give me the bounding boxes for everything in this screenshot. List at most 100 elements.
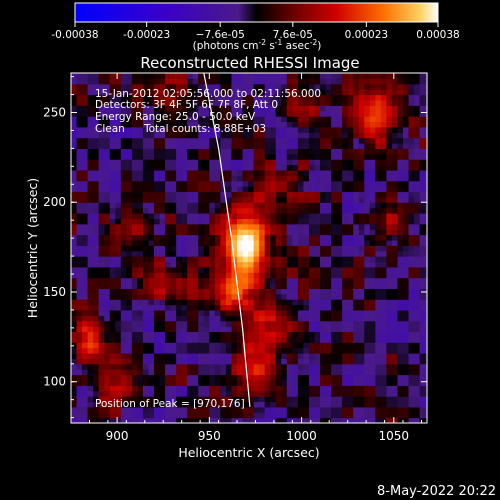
heatmap-cell bbox=[259, 83, 266, 90]
heatmap-cell bbox=[142, 186, 150, 193]
heatmap-cell bbox=[109, 110, 116, 117]
heatmap-cell bbox=[281, 234, 288, 241]
heatmap-cell bbox=[270, 299, 277, 306]
heatmap-cell bbox=[364, 218, 371, 225]
heatmap-cell bbox=[192, 299, 199, 306]
heatmap-cell bbox=[104, 369, 111, 376]
heatmap-cell bbox=[82, 320, 89, 327]
heatmap-cell bbox=[225, 412, 233, 419]
heatmap-cell bbox=[281, 369, 288, 376]
heatmap-cell bbox=[87, 283, 94, 289]
heatmap-cell bbox=[203, 110, 210, 117]
heatmap-cell bbox=[331, 293, 338, 300]
heatmap-cell bbox=[380, 261, 388, 268]
heatmap-cell bbox=[137, 148, 144, 155]
heatmap-cell bbox=[286, 266, 293, 273]
heatmap-cell bbox=[380, 309, 388, 316]
heatmap-cell bbox=[142, 116, 150, 123]
heatmap-cell bbox=[142, 272, 150, 279]
heatmap-cell bbox=[225, 385, 233, 392]
heatmap-cell bbox=[419, 326, 426, 333]
heatmap-cell bbox=[391, 390, 399, 397]
heatmap-cell bbox=[303, 110, 310, 117]
heatmap-cell bbox=[303, 78, 310, 85]
heatmap-cell bbox=[198, 153, 205, 160]
heatmap-cell bbox=[154, 320, 161, 327]
heatmap-cell bbox=[131, 363, 139, 370]
heatmap-cell bbox=[98, 336, 105, 343]
heatmap-cell bbox=[264, 315, 271, 322]
heatmap-cell bbox=[192, 293, 199, 300]
heatmap-cell bbox=[154, 110, 161, 117]
heatmap-cell bbox=[259, 223, 266, 230]
heatmap-cell bbox=[248, 99, 255, 106]
heatmap-cell bbox=[275, 283, 282, 289]
colorbar-tick-label: -0.00038 bbox=[51, 29, 98, 41]
heatmap-cell bbox=[369, 266, 376, 273]
heatmap-cell bbox=[131, 180, 139, 187]
heatmap-cell bbox=[192, 401, 199, 408]
heatmap-cell bbox=[286, 309, 293, 316]
heatmap-cell bbox=[82, 390, 89, 397]
heatmap-cell bbox=[225, 223, 233, 230]
heatmap-cell bbox=[308, 186, 316, 193]
heatmap-cell bbox=[320, 229, 327, 236]
heatmap-cell bbox=[314, 245, 321, 252]
heatmap-cell bbox=[403, 153, 410, 160]
heatmap-cell bbox=[82, 256, 89, 263]
heatmap-cell bbox=[358, 412, 365, 419]
heatmap-cell bbox=[253, 213, 260, 219]
heatmap-cell bbox=[142, 105, 150, 112]
heatmap-cell bbox=[82, 363, 89, 370]
heatmap-cell bbox=[71, 385, 78, 392]
heatmap-cell bbox=[187, 213, 194, 219]
heatmap-cell bbox=[375, 196, 382, 203]
heatmap-cell bbox=[292, 116, 299, 123]
heatmap-cell bbox=[292, 374, 299, 381]
heatmap-cell bbox=[408, 256, 415, 263]
heatmap-cell bbox=[347, 169, 354, 176]
heatmap-cell bbox=[192, 180, 199, 187]
heatmap-cell bbox=[142, 347, 150, 354]
heatmap-cell bbox=[181, 315, 188, 322]
heatmap-cell bbox=[170, 363, 177, 370]
heatmap-cell bbox=[275, 347, 282, 354]
heatmap-cell bbox=[170, 256, 177, 263]
heatmap-cell bbox=[237, 326, 244, 333]
heatmap-cell bbox=[98, 202, 105, 209]
heatmap-cell bbox=[375, 304, 382, 311]
heatmap-cell bbox=[170, 148, 177, 155]
heatmap-cell bbox=[358, 401, 365, 408]
heatmap-cell bbox=[358, 250, 365, 257]
heatmap-cell bbox=[126, 121, 133, 128]
heatmap-cell bbox=[115, 110, 122, 117]
heatmap-cell bbox=[220, 196, 227, 203]
heatmap-cell bbox=[275, 169, 282, 176]
heatmap-cell bbox=[137, 374, 144, 381]
heatmap-cell bbox=[198, 342, 205, 349]
heatmap-cell bbox=[320, 353, 327, 359]
heatmap-cell bbox=[375, 326, 382, 333]
heatmap-cell bbox=[192, 169, 199, 176]
heatmap-cell bbox=[380, 245, 388, 252]
heatmap-cell bbox=[281, 417, 288, 423]
heatmap-cell bbox=[98, 196, 105, 203]
heatmap-cell bbox=[159, 78, 166, 85]
heatmap-cell bbox=[170, 401, 177, 408]
heatmap-cell bbox=[104, 358, 111, 365]
heatmap-cell bbox=[170, 299, 177, 306]
heatmap-cell bbox=[264, 299, 271, 306]
heatmap-cell bbox=[187, 250, 194, 257]
heatmap-cell bbox=[342, 191, 349, 198]
heatmap-cell bbox=[408, 223, 415, 230]
heatmap-cell bbox=[375, 73, 382, 79]
heatmap-cell bbox=[292, 309, 299, 316]
heatmap-cell bbox=[358, 180, 365, 187]
heatmap-cell bbox=[369, 369, 376, 376]
heatmap-cell bbox=[131, 143, 139, 149]
heatmap-cell bbox=[281, 105, 288, 112]
heatmap-cell bbox=[131, 73, 139, 79]
heatmap-cell bbox=[397, 164, 404, 171]
heatmap-cell bbox=[425, 110, 427, 117]
heatmap-cell bbox=[331, 266, 338, 273]
